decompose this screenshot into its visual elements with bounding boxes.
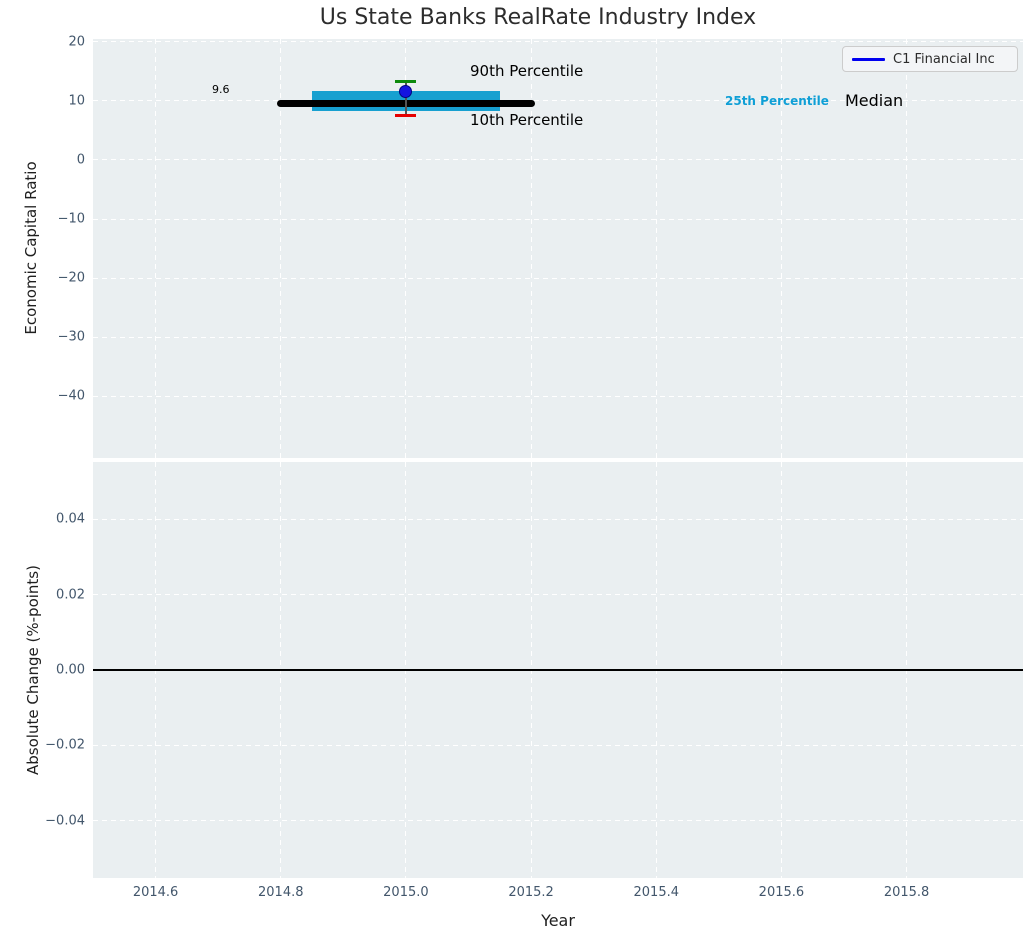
gridline-vertical (655, 39, 657, 458)
gridline-horizontal (93, 277, 1023, 279)
top-y-axis-label: Economic Capital Ratio (22, 161, 40, 335)
legend-series-label: C1 Financial Inc (893, 51, 995, 67)
x-tick-label: 2015.0 (383, 885, 429, 900)
y-tick-label: −30 (57, 329, 85, 345)
gridline-horizontal (93, 41, 1023, 43)
gridline-horizontal (93, 159, 1023, 161)
p90-cap (395, 79, 417, 83)
gridline-horizontal (93, 100, 1023, 102)
y-tick-label: 0.02 (56, 587, 85, 602)
p10-cap (395, 114, 417, 118)
gridline-horizontal (93, 594, 1023, 595)
y-tick-label: −20 (57, 270, 85, 286)
annotation-25th-percentile: 25th Percentile (725, 94, 829, 108)
gridline-vertical (780, 39, 782, 458)
x-tick-label: 2015.2 (508, 885, 554, 900)
annotation-median-value: 9.6 (212, 83, 230, 96)
whisker-line (405, 81, 407, 116)
annotation-90th-percentile: 90th Percentile (470, 62, 584, 80)
y-tick-label: 0.04 (56, 511, 85, 527)
zero-line (93, 669, 1023, 671)
gridline-horizontal (93, 518, 1023, 520)
bottom-axes-absolute-change (93, 462, 1023, 878)
y-tick-label: −0.02 (45, 737, 85, 753)
gridline-vertical (155, 39, 157, 458)
legend: C1 Financial Inc (842, 46, 1018, 72)
gridline-horizontal (93, 744, 1023, 746)
gridline-vertical (405, 39, 407, 458)
bottom-y-axis-label: Absolute Change (%-points) (24, 565, 42, 775)
annotation-median: Median (845, 91, 904, 110)
company-data-point (399, 85, 413, 99)
annotation-10th-percentile: 10th Percentile (470, 111, 584, 129)
y-tick-label: −0.04 (45, 813, 85, 829)
y-tick-label: −40 (57, 388, 85, 404)
y-tick-label: 10 (68, 93, 85, 109)
top-axes-economic-capital-ratio (93, 39, 1023, 458)
gridline-horizontal (93, 336, 1023, 338)
x-tick-label: 2014.6 (132, 885, 179, 900)
y-tick-label: 0.00 (56, 662, 85, 678)
gridline-vertical (906, 39, 908, 458)
x-tick-label: 2015.6 (758, 885, 805, 900)
y-tick-label: 0 (76, 152, 85, 168)
gridline-vertical (280, 39, 282, 458)
x-axis-label: Year (541, 911, 575, 930)
gridline-horizontal (93, 820, 1023, 822)
gridline-horizontal (93, 395, 1023, 397)
gridline-vertical (530, 39, 532, 458)
legend-line-sample (852, 57, 885, 61)
x-tick-label: 2014.8 (258, 885, 304, 900)
chart-title: Us State Banks RealRate Industry Index (319, 5, 757, 30)
gridline-horizontal (93, 218, 1023, 220)
y-tick-label: 20 (68, 34, 85, 50)
x-tick-label: 2015.4 (633, 885, 680, 900)
y-tick-label: −10 (57, 211, 85, 227)
x-tick-label: 2015.8 (883, 885, 930, 900)
